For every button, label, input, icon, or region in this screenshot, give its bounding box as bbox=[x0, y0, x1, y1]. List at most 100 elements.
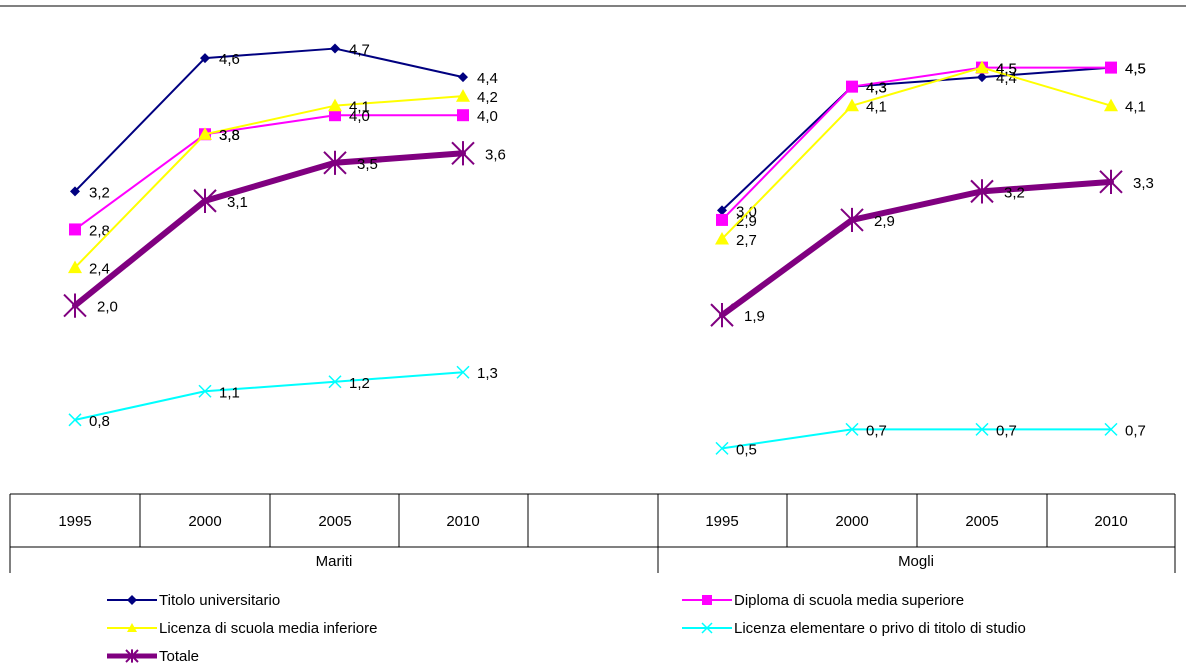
data-label: 3,8 bbox=[219, 127, 240, 144]
series-line-4-mariti bbox=[72, 150, 466, 309]
legend-marker-1 bbox=[702, 595, 712, 605]
data-point-2-mariti-1 bbox=[198, 127, 212, 140]
data-point-3-mariti-3 bbox=[456, 365, 470, 379]
x-tick-label: 2005 bbox=[318, 513, 351, 530]
legend-marker-2 bbox=[127, 623, 137, 632]
data-label: 0,8 bbox=[89, 413, 110, 430]
x-tick-label: 2005 bbox=[965, 513, 998, 530]
data-point-4-mogli-2 bbox=[970, 179, 994, 204]
data-label: 4,3 bbox=[866, 80, 887, 97]
data-point-1-mogli-3 bbox=[1105, 61, 1117, 74]
data-point-4-mariti-2 bbox=[323, 150, 347, 175]
data-point-3-mogli-1 bbox=[845, 422, 859, 436]
data-label: 2,4 bbox=[89, 261, 110, 278]
data-label: 2,7 bbox=[736, 232, 757, 249]
data-point-4-mariti-3 bbox=[451, 141, 475, 166]
data-label: 3,1 bbox=[227, 194, 248, 211]
legend-marker-4 bbox=[125, 649, 139, 663]
data-point-4-mogli-1 bbox=[840, 207, 864, 233]
data-label: 3,5 bbox=[357, 156, 378, 173]
x-group-label-mariti: Mariti bbox=[316, 553, 353, 570]
legend-label-2: Licenza di scuola media inferiore bbox=[159, 620, 377, 637]
data-point-3-mariti-1 bbox=[198, 384, 212, 398]
data-point-2-mariti-0 bbox=[68, 260, 82, 274]
data-label: 4,0 bbox=[477, 108, 498, 125]
x-group-label-mogli: Mogli bbox=[898, 553, 934, 570]
x-tick-label: 2000 bbox=[835, 513, 868, 530]
data-label: 1,9 bbox=[744, 308, 765, 325]
data-point-2-mogli-1 bbox=[845, 98, 859, 112]
data-point-2-mogli-0 bbox=[715, 231, 729, 245]
data-label: 4,2 bbox=[477, 89, 498, 106]
data-point-0-mogli-2 bbox=[977, 72, 987, 83]
data-label: 4,5 bbox=[1125, 61, 1146, 78]
data-label: 4,1 bbox=[349, 99, 370, 116]
data-point-2-mariti-3 bbox=[456, 89, 470, 102]
legend-marker-0 bbox=[127, 595, 137, 605]
series-line-1-mogli bbox=[721, 66, 1112, 221]
data-label: 4,1 bbox=[1125, 99, 1146, 116]
data-point-4-mariti-1 bbox=[193, 188, 217, 213]
data-label: 1,2 bbox=[349, 375, 370, 392]
series-line-0-mogli bbox=[721, 66, 1112, 212]
data-label: 4,5 bbox=[1125, 61, 1146, 78]
legend-marker-3 bbox=[701, 622, 713, 634]
series-line-2-mariti bbox=[74, 95, 464, 269]
data-label: 4,6 bbox=[219, 51, 240, 68]
data-label: 2,9 bbox=[736, 213, 757, 230]
data-point-1-mogli-0 bbox=[716, 213, 728, 226]
legend-label-4: Totale bbox=[159, 648, 199, 665]
data-point-0-mariti-2 bbox=[330, 43, 340, 54]
data-point-1-mariti-0 bbox=[69, 223, 81, 236]
data-point-3-mariti-2 bbox=[328, 375, 342, 389]
data-point-0-mogli-0 bbox=[717, 205, 727, 216]
data-label: 3,2 bbox=[89, 184, 110, 201]
data-label: 4,7 bbox=[349, 42, 370, 59]
data-label: 0,5 bbox=[736, 441, 757, 458]
series-line-3-mogli bbox=[721, 428, 1112, 450]
data-label: 2,8 bbox=[89, 222, 110, 239]
data-point-3-mariti-0 bbox=[68, 413, 82, 427]
data-label: 3,2 bbox=[1004, 184, 1025, 201]
data-point-1-mariti-3 bbox=[457, 109, 469, 122]
data-label: 3,3 bbox=[1133, 175, 1154, 192]
x-tick-label: 1995 bbox=[705, 513, 738, 530]
x-tick-label: 2000 bbox=[188, 513, 221, 530]
data-label: 0,7 bbox=[1125, 422, 1146, 439]
data-point-1-mariti-2 bbox=[329, 109, 341, 122]
data-label: 3,8 bbox=[219, 127, 240, 144]
legend-label-1: Diploma di scuola media superiore bbox=[734, 592, 964, 609]
x-tick-label: 2010 bbox=[446, 513, 479, 530]
data-label: 4,1 bbox=[866, 99, 887, 116]
data-label: 4,0 bbox=[349, 108, 370, 125]
data-point-3-mogli-3 bbox=[1104, 422, 1118, 436]
data-point-1-mogli-1 bbox=[846, 80, 858, 93]
data-point-3-mogli-2 bbox=[975, 422, 989, 436]
data-label: 0,7 bbox=[866, 422, 887, 439]
data-point-0-mariti-0 bbox=[70, 186, 80, 197]
data-point-4-mogli-0 bbox=[710, 303, 734, 328]
x-tick-label: 2010 bbox=[1094, 513, 1127, 530]
data-point-2-mogli-2 bbox=[975, 60, 989, 74]
data-label: 4,4 bbox=[996, 70, 1017, 87]
data-point-0-mariti-3 bbox=[458, 72, 468, 83]
legend-label-3: Licenza elementare o privo di titolo di … bbox=[734, 620, 1026, 637]
data-point-4-mogli-3 bbox=[1099, 169, 1123, 194]
data-label: 2,9 bbox=[874, 213, 895, 230]
x-tick-label: 1995 bbox=[58, 513, 91, 530]
data-label: 4,4 bbox=[477, 70, 498, 87]
series-line-2-mogli bbox=[721, 66, 1112, 240]
data-point-3-mogli-0 bbox=[715, 441, 729, 455]
data-point-2-mariti-2 bbox=[328, 98, 342, 112]
series-line-1-mariti bbox=[74, 114, 464, 231]
data-label: 2,0 bbox=[97, 299, 118, 316]
data-label: 1,1 bbox=[219, 384, 240, 401]
series-line-0-mariti bbox=[74, 47, 464, 193]
legend-label-0: Titolo universitario bbox=[159, 592, 280, 609]
data-label: 4,5 bbox=[996, 61, 1017, 78]
data-point-4-mariti-0 bbox=[63, 293, 87, 318]
data-label: 0,7 bbox=[996, 422, 1017, 439]
data-point-2-mogli-3 bbox=[1104, 98, 1118, 112]
series-line-4-mogli bbox=[719, 178, 1114, 319]
data-label: 1,3 bbox=[477, 365, 498, 382]
